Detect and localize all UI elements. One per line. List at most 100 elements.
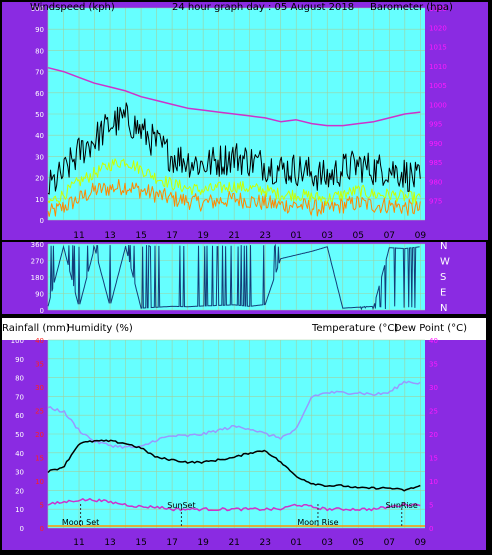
baro-y-tick: 1020 <box>429 24 447 32</box>
rainfall-y-tick: 15 <box>35 455 44 463</box>
direction-label: S <box>440 272 446 283</box>
rainfall-y-tick: 5 <box>40 502 44 510</box>
sun-rise-marker: SunRise <box>386 501 418 510</box>
humidity-y-tick: 60 <box>15 412 24 420</box>
wind-axis-title: Windspeed (kph) <box>30 2 115 13</box>
wind-y-tick: 100 <box>31 5 44 13</box>
temperature-y-tick: 20 <box>429 431 438 439</box>
wind-y-tick: 60 <box>35 90 44 98</box>
rainfall-y-tick: 0 <box>40 525 44 533</box>
climate-x-tick: 15 <box>135 538 146 548</box>
humidity-y-tick: 0 <box>20 525 24 533</box>
wind-y-tick: 10 <box>35 196 44 204</box>
humidity-y-tick: 80 <box>15 375 24 383</box>
wind-y-tick: 50 <box>35 111 44 119</box>
humidity-y-tick: 40 <box>15 450 24 458</box>
baro-y-tick: 1010 <box>429 63 447 71</box>
humidity-y-tick: 70 <box>15 393 24 401</box>
humidity-y-tick: 20 <box>15 487 24 495</box>
series-wind-gust <box>47 102 421 195</box>
climate-x-tick: 13 <box>104 538 115 548</box>
series-dew-point <box>47 497 421 512</box>
temperature-y-tick: 15 <box>429 455 438 463</box>
climate-header-band <box>2 318 486 340</box>
climate-x-tick: 07 <box>384 538 395 548</box>
wind-x-tick: 07 <box>384 231 395 241</box>
rainfall-y-tick: 10 <box>35 478 44 486</box>
wind-x-tick: 13 <box>104 231 115 241</box>
direction-y-tick: 180 <box>31 274 44 282</box>
climate-x-tick: 21 <box>228 538 239 548</box>
direction-y-tick: 270 <box>31 258 44 266</box>
direction-label: E <box>440 288 446 299</box>
climate-x-tick: 11 <box>73 538 84 548</box>
sun-set-marker: SunSet <box>167 501 195 510</box>
baro-y-tick: 1015 <box>429 44 447 52</box>
wind-x-tick: 05 <box>353 231 364 241</box>
baro-y-tick: 1000 <box>429 101 447 109</box>
wind-x-tick: 09 <box>415 231 427 241</box>
temperature-y-tick: 30 <box>429 384 438 392</box>
baro-y-tick: 995 <box>429 121 442 129</box>
direction-y-tick: 90 <box>35 291 44 299</box>
direction-y-tick: 0 <box>40 307 44 315</box>
graph-title: 24 hour graph day : 05 August 2018 <box>172 2 354 13</box>
wind-x-tick: 11 <box>73 231 84 241</box>
climate-x-tick: 17 <box>166 538 177 548</box>
series-wind-direction <box>47 243 420 311</box>
wind-y-tick: 0 <box>40 217 44 225</box>
humidity-y-tick: 50 <box>15 431 24 439</box>
rainfall-y-tick: 25 <box>35 408 44 416</box>
wind-y-tick: 20 <box>35 175 44 183</box>
wind-x-tick: 15 <box>135 231 146 241</box>
temperature-y-tick: 5 <box>429 502 433 510</box>
humidity-y-tick: 30 <box>15 469 24 477</box>
moon-rise-marker: Moon Rise <box>297 518 338 527</box>
direction-plot-grid <box>47 243 425 311</box>
wind-y-tick: 80 <box>35 47 44 55</box>
wind-x-tick: 19 <box>197 231 209 241</box>
climate-x-tick: 01 <box>291 538 302 548</box>
wind-x-tick: 03 <box>322 231 333 241</box>
climate-x-tick: 19 <box>197 538 209 548</box>
wind-x-tick: 17 <box>166 231 177 241</box>
series-barometer <box>47 66 421 127</box>
direction-label: N <box>440 303 447 314</box>
direction-y-tick: 360 <box>31 241 44 249</box>
temperature-y-tick: 0 <box>429 525 433 533</box>
rainfall-y-tick: 20 <box>35 431 44 439</box>
rainfall-y-tick: 30 <box>35 384 44 392</box>
temperature-axis-title: Temperature (°C) <box>311 323 398 334</box>
baro-y-tick: 1025 <box>429 5 447 13</box>
wind-x-tick: 21 <box>228 231 239 241</box>
climate-plot-grid <box>47 339 425 529</box>
series-wind-speed <box>47 179 421 217</box>
wind-x-tick: 23 <box>259 231 270 241</box>
climate-x-tick: 09 <box>415 538 427 548</box>
temperature-y-tick: 25 <box>429 408 438 416</box>
temperature-y-tick: 40 <box>429 337 438 345</box>
wind-x-tick: 01 <box>291 231 302 241</box>
wind-y-tick: 30 <box>35 153 44 161</box>
series-temperature <box>47 439 421 492</box>
baro-y-tick: 975 <box>429 198 442 206</box>
temperature-y-tick: 10 <box>429 478 438 486</box>
climate-x-tick: 23 <box>259 538 270 548</box>
humidity-y-tick: 100 <box>11 337 24 345</box>
humidity-y-tick: 90 <box>15 356 24 364</box>
series-humidity <box>47 380 421 449</box>
wind-y-tick: 70 <box>35 69 44 77</box>
rainfall-y-tick: 40 <box>35 337 44 345</box>
direction-label: W <box>440 257 450 268</box>
humidity-y-tick: 10 <box>15 506 24 514</box>
baro-y-tick: 990 <box>429 140 442 148</box>
wind-plot-grid <box>47 7 425 221</box>
baro-axis-title: Barometer (hpa) <box>370 2 453 13</box>
humidity-axis-title: Humidity (%) <box>67 323 133 334</box>
direction-label: N <box>440 241 447 252</box>
rainfall-axis-title: Rainfall (mm) <box>2 323 70 334</box>
series-average-wind <box>47 158 421 206</box>
dewpoint-axis-title: Dew Point (°C) <box>394 323 467 334</box>
